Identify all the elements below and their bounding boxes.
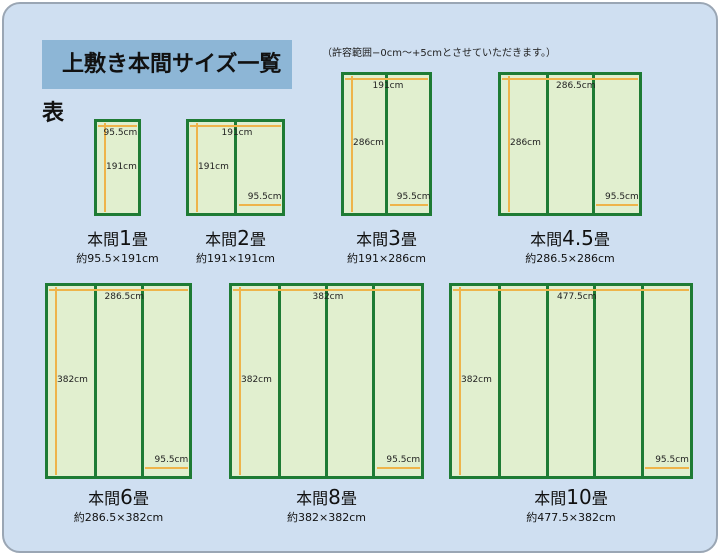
panel-divider — [545, 286, 549, 476]
panel-arrow — [376, 467, 420, 469]
page-title: 上敷き本間サイズ一覧表 — [42, 40, 292, 126]
height-arrow — [196, 123, 198, 212]
panel-divider — [498, 286, 502, 476]
panel-label: 95.5cm — [655, 455, 689, 465]
height-arrow — [459, 287, 461, 475]
mat-name-prefix: 本間 — [356, 230, 389, 249]
height-label: 382cm — [57, 375, 88, 385]
width-label: 286.5cm — [104, 292, 144, 302]
panel-arrow — [389, 204, 428, 206]
mat-name-suffix: 畳 — [131, 230, 148, 249]
mat-name-prefix: 本間 — [534, 489, 567, 508]
height-arrow — [239, 287, 241, 475]
mat-size: 約382×382cm — [287, 511, 366, 524]
mat-name: 本間3畳 — [307, 226, 467, 250]
panel-divider — [372, 286, 376, 476]
mat-name-suffix: 畳 — [400, 230, 417, 249]
width-label: 382cm — [312, 292, 344, 302]
mat-count: 10 — [566, 485, 592, 509]
panel-arrow — [645, 467, 689, 469]
width-label: 286.5cm — [556, 81, 596, 91]
mat-name: 本間8畳 — [247, 485, 407, 509]
mat-name-prefix: 本間 — [87, 230, 120, 249]
panel-arrow — [145, 467, 188, 469]
height-label: 382cm — [241, 375, 272, 385]
height-arrow — [104, 123, 106, 212]
height-label: 191cm — [198, 161, 229, 172]
panel-divider — [593, 286, 597, 476]
panel-divider — [640, 286, 644, 476]
mat-name-suffix: 畳 — [249, 230, 266, 249]
mat-size: 約191×286cm — [347, 252, 426, 265]
mat-count: 8 — [328, 485, 341, 509]
panel-divider — [385, 75, 388, 213]
panel-divider — [325, 286, 328, 476]
panel-label: 95.5cm — [247, 192, 282, 202]
width-arrow — [233, 289, 420, 291]
mat-name-prefix: 本間 — [88, 489, 121, 508]
width-label: 95.5cm — [103, 128, 138, 138]
height-label: 382cm — [461, 375, 492, 385]
height-arrow — [55, 287, 57, 475]
width-arrow — [98, 125, 137, 127]
mat-name-suffix: 畳 — [340, 489, 357, 508]
mat-name-suffix: 畳 — [591, 489, 608, 508]
mat-name: 本間10畳 — [491, 485, 651, 509]
tatami-mat — [186, 119, 285, 216]
width-arrow — [453, 289, 689, 291]
mat-size: 約286.5×286cm — [525, 252, 615, 265]
panel-label: 95.5cm — [154, 455, 189, 465]
panel-divider — [140, 286, 144, 476]
mat-count: 3 — [388, 226, 401, 250]
panel-label: 95.5cm — [605, 192, 639, 202]
panel-arrow — [238, 204, 281, 206]
panel-divider — [277, 286, 281, 476]
mat-name-suffix: 畳 — [593, 230, 610, 249]
mat-size: 約477.5×382cm — [526, 511, 616, 524]
tatami-mat — [498, 72, 642, 216]
tolerance-note: （許容範囲−0cm～+5cmとさせていただきます。） — [322, 48, 556, 59]
panel-label: 95.5cm — [386, 455, 421, 465]
tatami-mat — [45, 283, 192, 479]
height-arrow — [351, 76, 353, 212]
panel-divider — [591, 75, 595, 213]
mat-name-prefix: 本間 — [296, 489, 329, 508]
mat-size: 約286.5×382cm — [73, 511, 164, 524]
width-label: 477.5cm — [557, 292, 597, 302]
mat-count: 6 — [120, 485, 133, 509]
mat-name: 本間2畳 — [156, 226, 316, 250]
panel-label: 95.5cm — [396, 192, 431, 202]
tatami-mat — [229, 283, 424, 479]
tatami-mat — [449, 283, 693, 479]
height-label: 286cm — [510, 138, 541, 148]
mat-name-prefix: 本間 — [205, 230, 238, 249]
mat-name: 本間4.5畳 — [490, 226, 650, 250]
height-label: 191cm — [106, 161, 137, 172]
width-label: 191cm — [221, 128, 253, 138]
mat-count: 1 — [119, 226, 132, 250]
tatami-mat — [341, 72, 432, 216]
panel-divider — [234, 122, 237, 213]
mat-name: 本間6畳 — [39, 485, 199, 509]
mat-size: 約191×191cm — [196, 252, 275, 265]
height-label: 286cm — [353, 138, 384, 148]
panel-arrow — [596, 204, 638, 206]
width-arrow — [345, 78, 428, 80]
width-label: 191cm — [372, 81, 404, 91]
mat-name-prefix: 本間 — [530, 230, 563, 249]
width-arrow — [190, 125, 281, 127]
tatami-mat — [94, 119, 141, 216]
height-arrow — [508, 76, 510, 212]
width-arrow — [49, 289, 188, 291]
mat-size: 約95.5×191cm — [76, 252, 159, 265]
panel-divider — [93, 286, 97, 476]
width-arrow — [502, 78, 638, 80]
panel-divider — [545, 75, 549, 213]
mat-name-suffix: 畳 — [132, 489, 149, 508]
mat-name: 本間1畳 — [38, 226, 198, 250]
mat-count: 2 — [237, 226, 250, 250]
mat-count: 4.5 — [562, 226, 594, 250]
